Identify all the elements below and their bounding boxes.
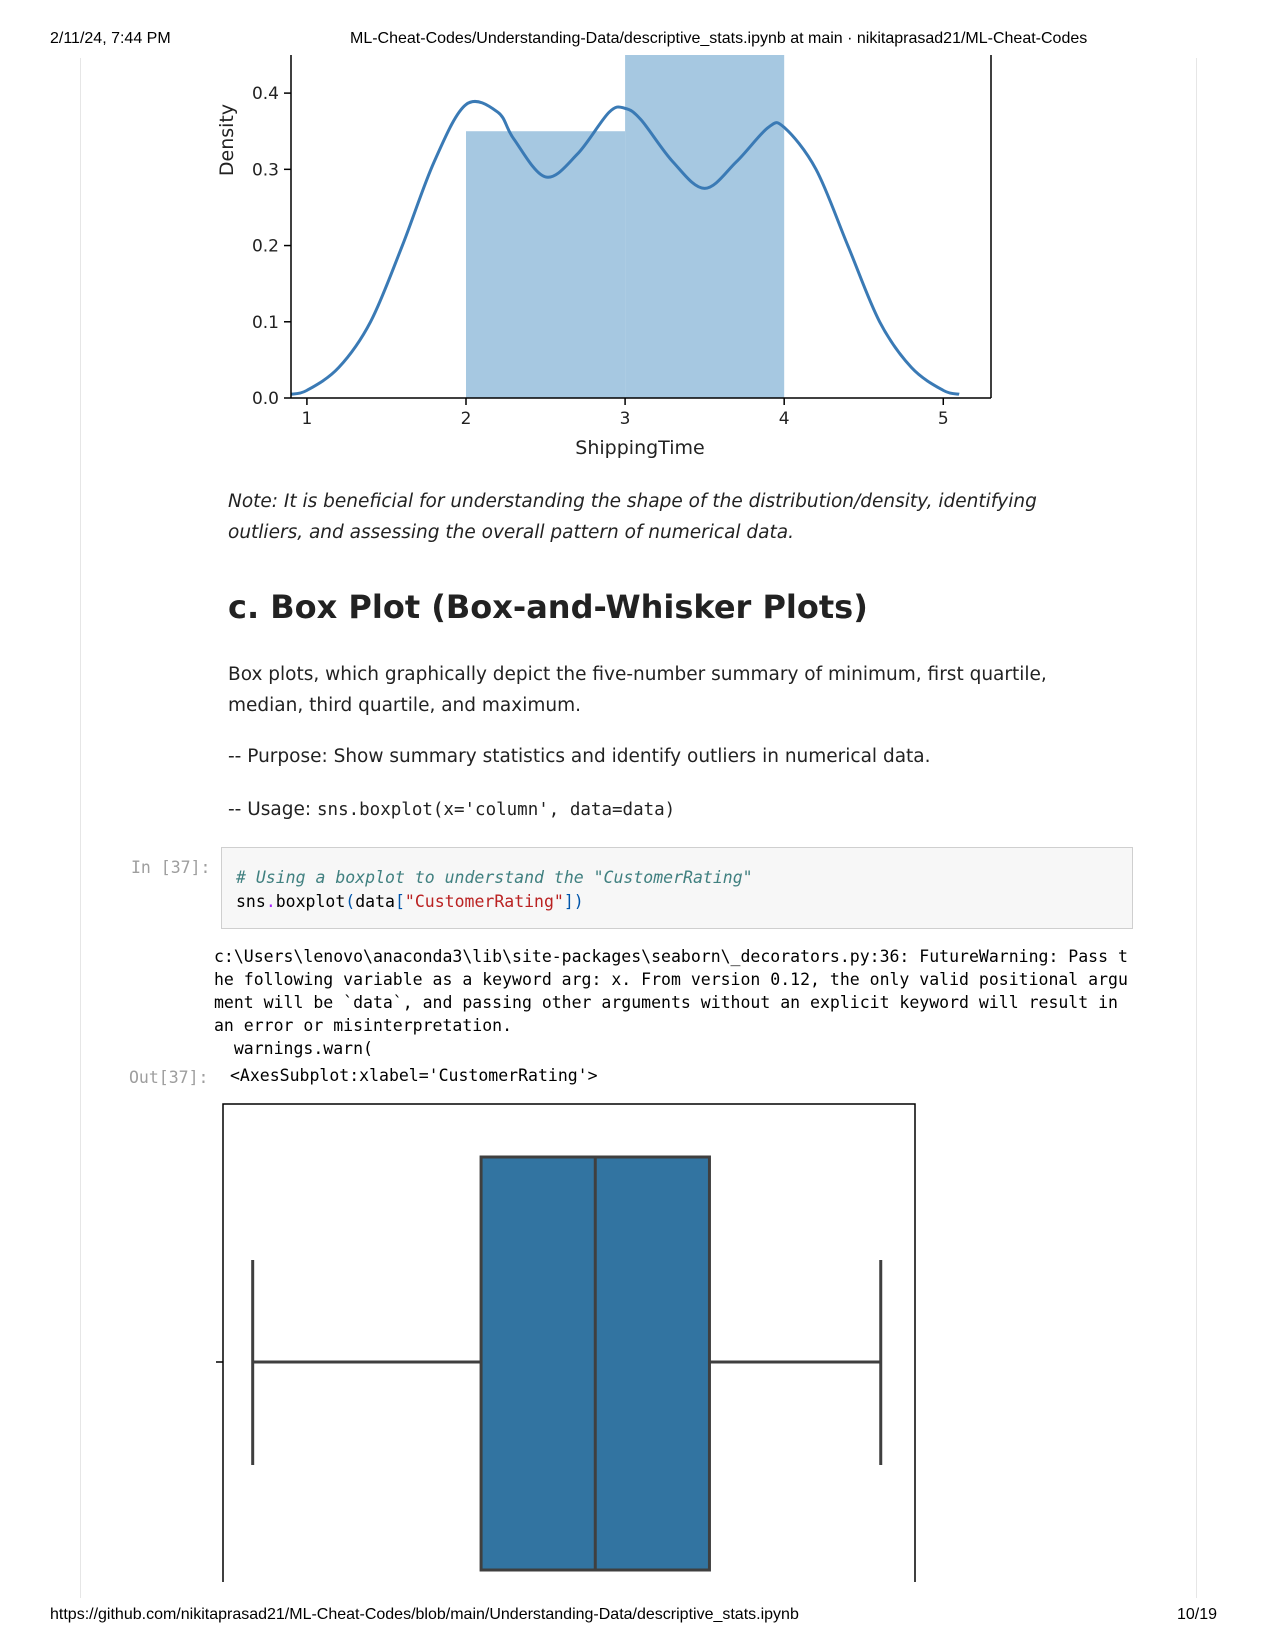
kde-line xyxy=(290,99,960,396)
usage-paragraph: -- Usage: sns.boxplot(x='column', data=d… xyxy=(228,794,1088,826)
code-comment: # Using a boxplot to understand the "Cus… xyxy=(236,868,753,887)
x-tick-label: 5 xyxy=(938,409,949,429)
stderr-output: c:\Users\lenovo\anaconda3\lib\site-packa… xyxy=(214,947,1128,1058)
output-prompt: Out[37]: xyxy=(129,1068,209,1087)
code-cell[interactable]: # Using a boxplot to understand the "Cus… xyxy=(221,847,1133,929)
boxplot-chart xyxy=(216,1103,916,1582)
input-prompt: In [37]: xyxy=(131,858,211,877)
print-page-title: ML-Cheat-Codes/Understanding-Data/descri… xyxy=(350,30,1088,47)
x-tick-label: 1 xyxy=(301,409,312,429)
y-axis-label: Density xyxy=(216,104,238,176)
output-repr: <AxesSubplot:xlabel='CustomerRating'> xyxy=(230,1066,598,1085)
usage-code: sns.boxplot(x='column', data=data) xyxy=(317,800,676,820)
y-tick-label: 0.4 xyxy=(252,84,279,104)
print-datetime: 2/11/24, 7:44 PM xyxy=(50,30,171,47)
notebook-left-rule xyxy=(80,58,81,1598)
x-axis-label: ShippingTime xyxy=(575,437,704,459)
histogram-chart: 1 2 3 4 5 0.0 0.1 0.2 0.3 0.4 ShippingTime Densi… xyxy=(216,55,992,459)
histogram-bar-2 xyxy=(625,55,785,398)
purpose-paragraph: -- Purpose: Show summary statistics and … xyxy=(228,746,931,767)
note-paragraph: Note: It is beneficial for understanding… xyxy=(228,491,1037,543)
y-tick-label: 0.3 xyxy=(252,160,279,180)
print-page-number: 10/19 xyxy=(1176,1606,1217,1623)
y-tick-label: 0.2 xyxy=(252,237,279,257)
code-line-2: sns.boxplot(data["CustomerRating"]) xyxy=(236,892,584,911)
plot-frame xyxy=(222,1103,916,1582)
description-paragraph: Box plots, which graphically depict the … xyxy=(228,664,1047,716)
section-heading: c. Box Plot (Box-and-Whisker Plots) xyxy=(228,588,868,626)
x-tick-label: 2 xyxy=(461,409,472,429)
x-tick-label: 4 xyxy=(779,409,790,429)
print-url: https://github.com/nikitaprasad21/ML-Che… xyxy=(50,1606,799,1623)
y-tick-label: 0.0 xyxy=(252,389,279,409)
histogram-bar-1 xyxy=(466,131,626,398)
notebook-right-rule xyxy=(1196,58,1197,1598)
y-tick-label: 0.1 xyxy=(252,313,279,333)
usage-label: -- Usage: xyxy=(228,799,312,820)
x-tick-label: 3 xyxy=(620,409,631,429)
